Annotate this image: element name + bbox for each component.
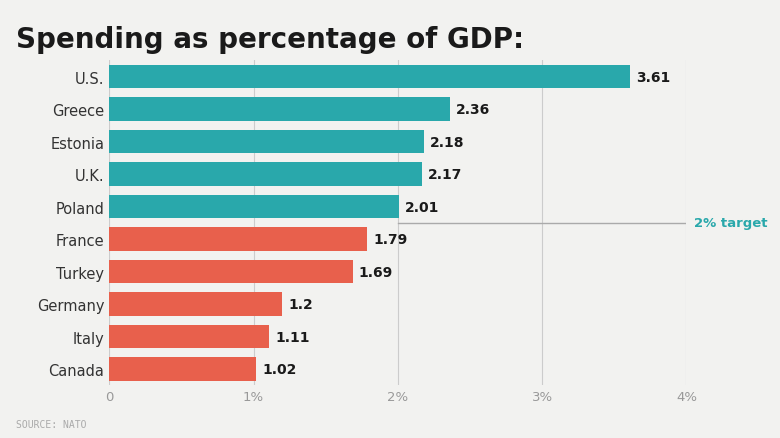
Bar [109, 228, 367, 251]
Text: 2.01: 2.01 [405, 200, 439, 214]
Text: 1.69: 1.69 [359, 265, 393, 279]
Bar [109, 98, 450, 122]
Bar [109, 293, 282, 316]
Bar [109, 195, 399, 219]
Text: 3.61: 3.61 [636, 71, 670, 85]
Bar [109, 66, 630, 89]
Text: 2.18: 2.18 [430, 135, 464, 149]
Text: 1.2: 1.2 [288, 297, 313, 311]
Text: 2.17: 2.17 [428, 168, 463, 182]
Text: 2% target: 2% target [693, 217, 767, 230]
Bar [109, 260, 353, 284]
Bar [109, 163, 422, 187]
Text: 1.11: 1.11 [275, 330, 310, 344]
Bar [109, 325, 269, 349]
Bar [109, 131, 424, 154]
Text: Spending as percentage of GDP:: Spending as percentage of GDP: [16, 26, 523, 54]
Bar [109, 357, 257, 381]
Text: SOURCE: NATO: SOURCE: NATO [16, 419, 86, 429]
Text: 1.79: 1.79 [374, 233, 407, 247]
Text: 1.02: 1.02 [262, 362, 296, 376]
Text: 2.36: 2.36 [456, 103, 490, 117]
